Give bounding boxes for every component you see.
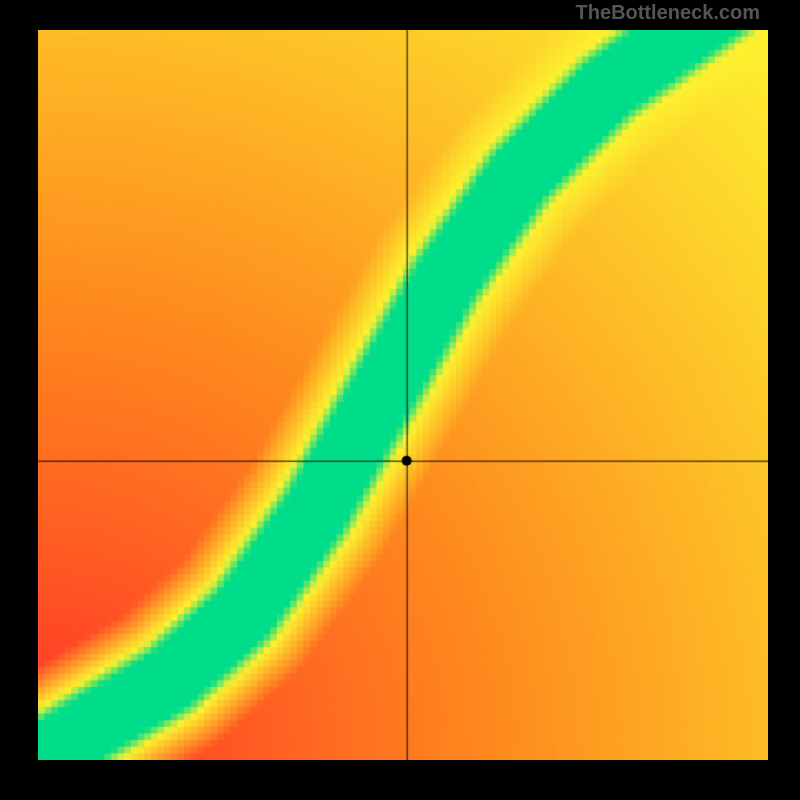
- bottleneck-heatmap: [38, 30, 768, 760]
- watermark-text: TheBottleneck.com: [576, 2, 760, 25]
- chart-frame: TheBottleneck.com: [0, 0, 800, 800]
